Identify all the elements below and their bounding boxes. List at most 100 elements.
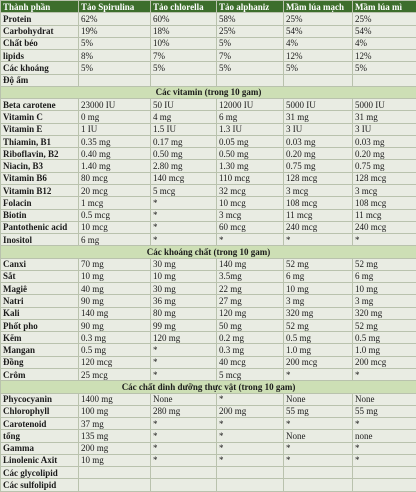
row-label: Magiê <box>0 282 79 296</box>
data-row: Vitamin B6 80 mcg 140 mcg 110 mcg 128 mcg 128… <box>0 171 416 185</box>
value-cell: 2.80 mg <box>150 159 217 173</box>
section-title: Các vitamin (trong 10 gam) <box>0 85 416 100</box>
row-label: Niacin, B3 <box>0 159 79 173</box>
value-cell: 62% <box>78 12 151 26</box>
empty-cell <box>78 478 151 492</box>
value-cell: 60% <box>150 12 217 26</box>
value-cell: * <box>150 355 217 369</box>
section-row: Các chất dinh dưỡng thực vật (trong 10 g… <box>0 380 416 394</box>
value-cell: 0.2 mg <box>216 331 284 345</box>
data-row: Inositol 6 mg * * * * <box>0 233 416 247</box>
value-cell: 0.5 mcg <box>78 208 151 222</box>
header-cell: Tảo chlorella <box>150 0 217 14</box>
value-cell: * <box>150 417 217 431</box>
value-cell: * <box>216 392 284 406</box>
value-cell: 25% <box>283 12 353 26</box>
value-cell: 1.0 mg <box>283 343 353 357</box>
value-cell: 0.3 mg <box>216 343 284 357</box>
section-title: Các chất dinh dưỡng thực vật (trong 10 g… <box>0 380 416 394</box>
value-cell: 40 mcg <box>216 355 284 369</box>
value-cell: 37 mg <box>78 417 151 431</box>
value-cell: * <box>216 429 284 443</box>
value-cell: 3 IU <box>352 122 416 136</box>
row-label: Biotin <box>0 208 79 222</box>
value-cell: 0.40 mg <box>78 147 151 161</box>
value-cell: * <box>150 453 217 468</box>
value-cell: 10 mg <box>352 282 416 296</box>
empty-cell <box>352 73 416 87</box>
row-label: Canxi <box>0 257 79 271</box>
value-cell: * <box>352 417 416 431</box>
value-cell: 40 mg <box>78 282 151 296</box>
row-label: Phycocyanin <box>0 392 79 406</box>
empty-cell <box>283 73 353 87</box>
value-cell: 128 mcg <box>352 171 416 185</box>
value-cell: * <box>150 233 217 247</box>
value-cell: 200 mcg <box>283 355 353 369</box>
value-cell: 5% <box>150 61 217 75</box>
value-cell: None <box>283 392 353 406</box>
row-label: Chất béo <box>0 36 79 51</box>
value-cell: 6 mg <box>216 110 284 124</box>
value-cell: 31 mg <box>352 110 416 124</box>
value-cell: * <box>150 208 217 222</box>
value-cell: 5% <box>352 61 416 75</box>
value-cell: 54% <box>352 24 416 38</box>
value-cell: 0.3 mg <box>78 331 151 345</box>
value-cell: None <box>283 429 353 443</box>
value-cell: 0.20 mg <box>352 147 416 161</box>
value-cell: 5000 IU <box>283 98 353 112</box>
value-cell: 52 mg <box>352 318 416 333</box>
data-row: Các sulfolipid <box>0 478 416 492</box>
row-label: Các glycolipid <box>0 466 79 480</box>
value-cell: 1.3 IU <box>216 122 284 136</box>
value-cell: 3 mcg <box>352 183 416 198</box>
value-cell: * <box>352 441 416 455</box>
value-cell: 90 mg <box>78 294 151 308</box>
value-cell: 5 mcg <box>216 367 284 382</box>
value-cell: 10 mcg <box>78 220 151 235</box>
data-row: Canxi 70 mg 30 mg 140 mg 52 mg 52 mg <box>0 257 416 271</box>
section-row: Các khoáng chất (trong 10 gam) <box>0 245 416 259</box>
row-label: Inositol <box>0 233 79 247</box>
value-cell: 27 mg <box>216 294 284 308</box>
data-row: Niacin, B3 1.40 mg 2.80 mg 1.30 mg 0.75 mg 0.… <box>0 159 416 173</box>
data-row: Riboflavin, B2 0.40 mg 0.50 mg 0.50 mg 0.20 … <box>0 147 416 161</box>
value-cell: 10 mg <box>78 453 151 468</box>
value-cell: 140 mg <box>216 257 284 271</box>
value-cell: * <box>352 233 416 247</box>
value-cell: 5% <box>78 36 151 51</box>
value-cell: 90 mg <box>78 318 151 333</box>
row-label: tổng <box>0 429 79 443</box>
row-label: Protein <box>0 12 79 26</box>
data-row: Phycocyanin 1400 mg None * None None <box>0 392 416 406</box>
value-cell: 1.30 mg <box>216 159 284 173</box>
data-row: Kẽm 0.3 mg 120 mg 0.2 mg 0.5 mg 0.5 mg <box>0 331 416 345</box>
value-cell: 1.0 mg <box>352 343 416 357</box>
value-cell: 5000 IU <box>352 98 416 112</box>
header-cell: Tảo Spirulina <box>78 0 151 14</box>
value-cell: 55 mg <box>283 404 353 419</box>
value-cell: * <box>216 417 284 431</box>
value-cell: 10 mg <box>283 282 353 296</box>
data-row: Protein 62% 60% 58% 25% 25% <box>0 12 416 26</box>
value-cell: 320 mg <box>283 306 353 320</box>
value-cell: 10 mg <box>78 269 151 284</box>
value-cell: 140 mcg <box>150 171 217 185</box>
row-label: Các khoáng <box>0 61 79 75</box>
value-cell: 200 mg <box>78 441 151 455</box>
value-cell: 0.75 mg <box>352 159 416 173</box>
section-row: Các vitamin (trong 10 gam) <box>0 85 416 100</box>
value-cell: 110 mcg <box>216 171 284 185</box>
data-row: Crôm 25 mcg * 5 mcg * * <box>0 367 416 382</box>
value-cell: 280 mg <box>150 404 217 419</box>
empty-cell <box>150 466 217 480</box>
data-row: Các glycolipid <box>0 466 416 480</box>
data-row: Độ ẩm <box>0 73 416 87</box>
empty-cell <box>216 73 284 87</box>
value-cell: 30 mg <box>150 257 217 271</box>
value-cell: 0.35 mg <box>78 134 151 149</box>
value-cell: 6 mg <box>352 269 416 284</box>
row-label: Crôm <box>0 367 79 382</box>
